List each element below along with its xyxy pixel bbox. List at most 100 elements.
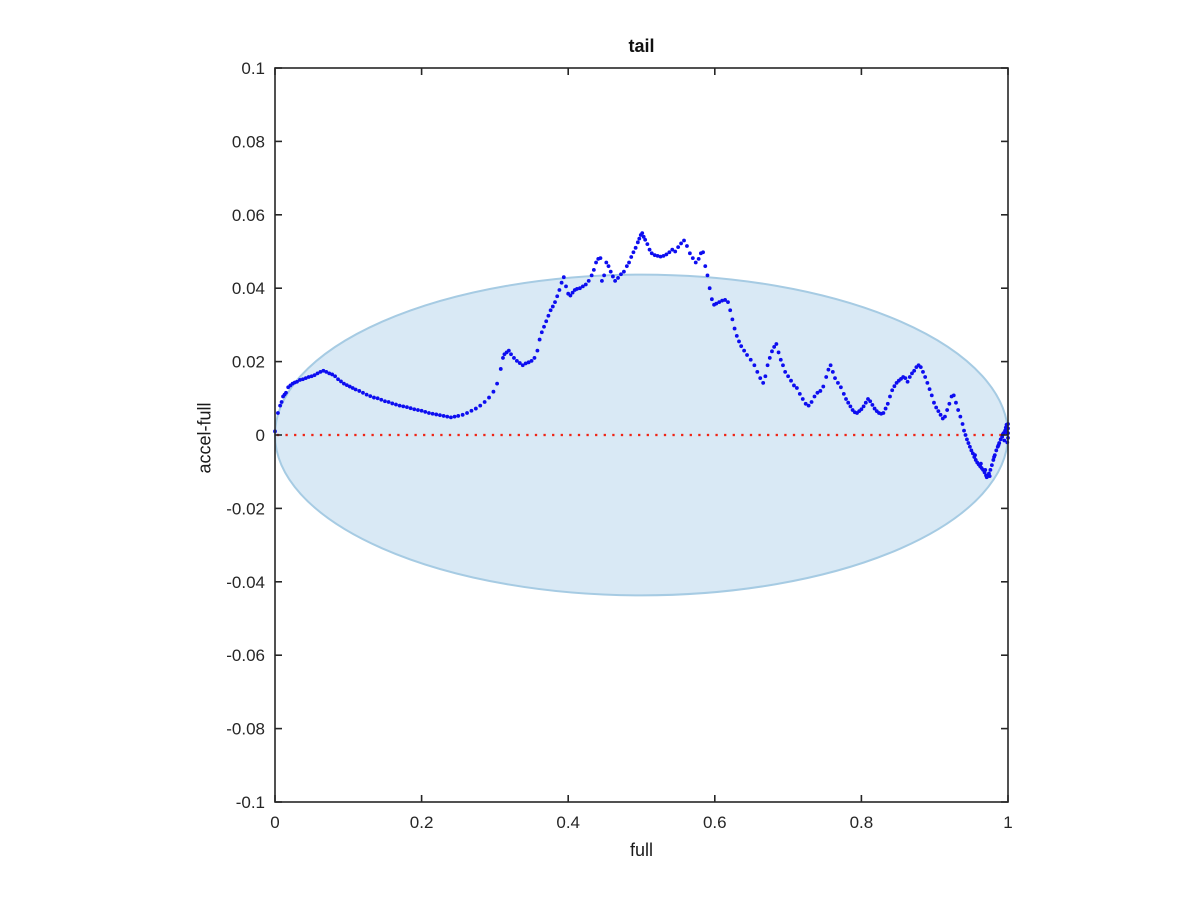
- scatter-point: [306, 375, 311, 379]
- scatter-point: [726, 300, 730, 305]
- zero-line-dot: [629, 433, 632, 437]
- zero-line-dot: [861, 433, 864, 437]
- scatter-point: [748, 357, 753, 362]
- zero-line-dot: [681, 433, 684, 437]
- scatter-point: [809, 400, 814, 404]
- scatter-point: [298, 378, 302, 382]
- scatter-point: [430, 411, 435, 416]
- scatter-point: [732, 326, 737, 331]
- scatter-point: [921, 369, 925, 374]
- zero-line-dot: [758, 433, 761, 437]
- scatter-point: [742, 348, 747, 353]
- scatter-point: [890, 388, 895, 393]
- scatter-point: [309, 374, 314, 379]
- scatter-point: [821, 384, 826, 389]
- scatter-point: [284, 390, 288, 395]
- scatter-point: [987, 474, 992, 479]
- scatter-point: [927, 387, 932, 392]
- scatter-point: [696, 256, 701, 261]
- scatter-point: [815, 390, 820, 395]
- zero-line-dot: [552, 433, 555, 437]
- zero-line-dot: [818, 433, 821, 437]
- y-tick-label: 0.04: [232, 279, 265, 298]
- scatter-point: [739, 344, 744, 349]
- zero-line-dot: [956, 433, 959, 437]
- zero-line-dot: [457, 433, 460, 437]
- scatter-point: [637, 236, 642, 241]
- scatter-point: [973, 453, 977, 458]
- scatter-point: [846, 400, 851, 405]
- y-tick-label: 0.06: [232, 206, 265, 225]
- y-tick-label: 0.02: [232, 353, 265, 372]
- scatter-point: [600, 278, 604, 283]
- zero-line-dot: [612, 433, 615, 437]
- scatter-point: [469, 408, 474, 413]
- scatter-point: [883, 406, 888, 411]
- scatter-point: [526, 360, 531, 365]
- scatter-point: [828, 363, 833, 368]
- scatter-point: [673, 249, 678, 254]
- scatter-point: [786, 374, 790, 379]
- scatter-point: [907, 375, 912, 379]
- scatter-point: [693, 260, 698, 265]
- zero-line-dot: [767, 433, 770, 437]
- scatter-point: [841, 391, 846, 396]
- scatter-point: [364, 392, 369, 397]
- scatter-point: [434, 412, 439, 417]
- scatter-point: [679, 241, 683, 246]
- zero-line-dot: [423, 433, 426, 437]
- zero-line-dot: [663, 433, 667, 437]
- y-tick-label: -0.04: [226, 573, 265, 592]
- y-tick-label: -0.1: [236, 793, 265, 812]
- scatter-point: [958, 414, 963, 419]
- scatter-point: [408, 406, 413, 411]
- scatter-point: [517, 361, 522, 365]
- scatter-point: [604, 260, 609, 265]
- scatter-point: [586, 278, 591, 283]
- scatter-point: [279, 400, 284, 404]
- scatter-point: [720, 298, 725, 303]
- y-tick-label: -0.06: [226, 646, 265, 665]
- scatter-point: [781, 363, 785, 368]
- zero-line-dot: [526, 433, 529, 437]
- scatter-point: [544, 319, 549, 324]
- x-axis-label: full: [629, 840, 653, 860]
- scatter-point: [624, 264, 629, 269]
- scatter-point: [557, 288, 562, 292]
- scatter-point: [633, 245, 638, 250]
- scatter-point: [546, 313, 551, 318]
- scatter-point: [514, 358, 519, 363]
- scatter-point: [670, 247, 675, 252]
- scatter-point: [276, 411, 280, 415]
- zero-line-dot: [689, 433, 692, 437]
- scatter-point: [929, 393, 934, 398]
- zero-line-dot: [294, 433, 297, 437]
- scatter-point: [685, 244, 689, 248]
- scatter-point: [868, 399, 873, 404]
- scatter-point: [682, 238, 686, 243]
- scatter-point: [687, 251, 692, 256]
- scatter-point: [872, 406, 877, 411]
- scatter-point: [327, 371, 332, 376]
- scatter-point: [342, 381, 346, 386]
- scatter-point: [870, 403, 875, 407]
- scatter-point: [645, 242, 650, 247]
- scatter-point: [353, 387, 358, 392]
- scatter-point: [881, 411, 886, 415]
- scatter-point: [583, 282, 588, 287]
- scatter-point: [863, 400, 868, 405]
- zero-line-dot: [405, 433, 409, 437]
- scatter-point: [991, 458, 996, 462]
- scatter-point: [394, 402, 398, 407]
- scatter-point: [622, 269, 626, 274]
- scatter-point: [333, 374, 338, 379]
- zero-line-dot: [646, 433, 649, 437]
- scatter-point: [647, 247, 652, 252]
- scatter-point: [548, 308, 553, 313]
- scatter-point: [509, 352, 513, 357]
- scatter-point: [954, 400, 958, 405]
- scatter-point: [861, 404, 866, 409]
- scatter-point: [523, 361, 528, 366]
- zero-line-dot: [801, 433, 804, 437]
- scatter-point: [606, 264, 611, 269]
